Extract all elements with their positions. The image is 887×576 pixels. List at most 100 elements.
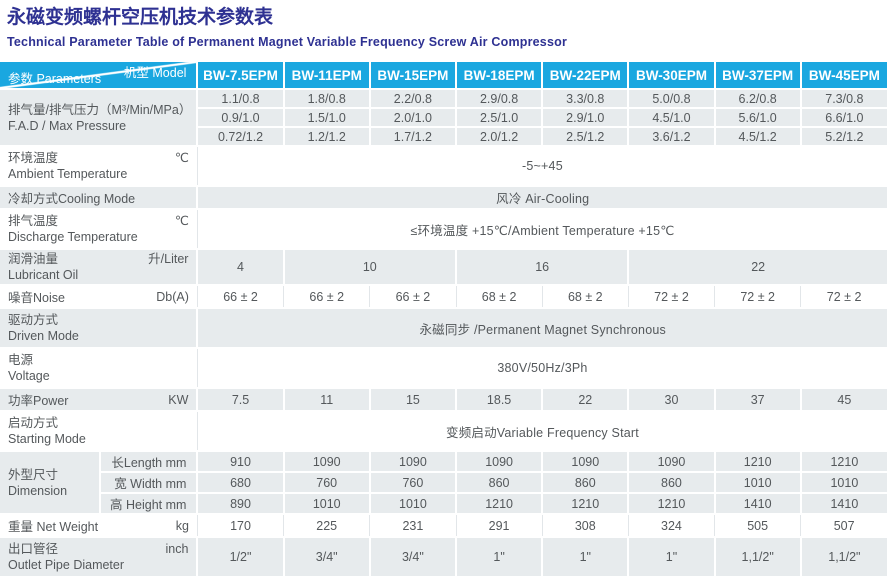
parameter-name-line: 噪音Noise Db(A) xyxy=(8,287,189,306)
value-cell: 22 xyxy=(541,387,629,411)
parameter-unit: Db(A) xyxy=(156,289,189,304)
value-cell: 1010 xyxy=(282,492,370,514)
value-cell: 231 xyxy=(369,513,456,537)
parameter-label-cell: 重量 Net Weight kg xyxy=(0,513,198,537)
parameter-name-zh: 排气温度 xyxy=(8,214,59,228)
value-cell: 66 ± 2 xyxy=(369,284,456,308)
value-cell: 72 ± 2 xyxy=(800,284,887,308)
value-cell: 2.5/1.0 xyxy=(454,107,543,127)
parameter-name-zh: 冷却方式Cooling Mode xyxy=(8,192,136,206)
value-cell: 1.5/1.0 xyxy=(282,107,370,127)
dimension-sublabel-cell: 宽 Width mm xyxy=(99,471,198,493)
value-cell: 72 ± 2 xyxy=(714,284,801,308)
corner-parameters-label: 参数 Parameters xyxy=(8,72,102,86)
value-cell: 1210 xyxy=(454,492,543,514)
parameter-name-en: Voltage xyxy=(8,369,50,383)
parameter-name-zh: 重量 Net Weight xyxy=(8,520,99,534)
table-row: 重量 Net Weight kg 170 225 231 291 308 324 505 507 xyxy=(0,513,887,537)
parameter-unit: KW xyxy=(168,392,189,407)
value-cell: 860 xyxy=(627,471,715,493)
value-cell: 1.7/1.2 xyxy=(368,126,456,146)
table-row: 环境温度 ℃ Ambient Temperature -5~+45 xyxy=(0,145,887,186)
table-row: 宽 Width mm 680 760 760 860 860 860 1010 1010 xyxy=(0,471,887,493)
value-cell: 1090 xyxy=(541,450,629,472)
value-cell: 18.5 xyxy=(454,387,543,411)
parameter-name-zh: 驱动方式 xyxy=(8,313,59,327)
value-cell: 4.5/1.0 xyxy=(627,107,715,127)
value-cell: 2.5/1.2 xyxy=(541,126,629,146)
value-cell: 324 xyxy=(627,513,715,537)
parameter-unit: ℃ xyxy=(174,151,189,165)
page-title: 永磁变频螺杆空压机技术参数表 xyxy=(7,7,274,28)
value-cell: 4 xyxy=(196,248,284,285)
value-cell: 30 xyxy=(627,387,715,411)
model-header-cell: BW-11EPM xyxy=(282,62,370,89)
parameter-name-zh: 电源 xyxy=(8,353,34,367)
value-cell: 1090 xyxy=(368,450,456,472)
dimension-sublabel-cell: 长Length mm xyxy=(99,450,198,472)
table-row: 噪音Noise Db(A) 66 ± 2 66 ± 2 66 ± 2 68 ± 2 68 ±… xyxy=(0,284,887,308)
model-header-cell: BW-18EPM xyxy=(454,62,543,89)
merged-value-cell: 风冷 Air-Cooling xyxy=(196,185,887,209)
value-cell: 1,1/2" xyxy=(799,536,887,576)
merged-value-cell: 变频启动Variable Frequency Start xyxy=(196,410,887,451)
table-row: 高 Height mm 890 1010 1010 1210 1210 1210 1410 14… xyxy=(0,492,887,514)
value-cell: 11 xyxy=(282,387,370,411)
parameter-name-zh: 噪音Noise xyxy=(8,291,65,305)
parameter-unit: 升/Liter xyxy=(148,252,189,266)
value-cell: 910 xyxy=(196,450,284,472)
value-cell: 1210 xyxy=(713,450,801,472)
merged-value-cell: ≤环境温度 +15℃/Ambient Temperature +15℃ xyxy=(196,208,887,249)
parameter-name-line: 排气量/排气压力（M³/Min/MPa） xyxy=(8,102,191,118)
value-cell: 308 xyxy=(541,513,629,537)
value-cell: 68 ± 2 xyxy=(541,284,629,308)
table-row: 电源 Voltage 380V/50Hz/3Ph xyxy=(0,347,887,388)
page-subtitle: Technical Parameter Table of Permanent M… xyxy=(7,35,568,49)
dimension-sublabel-cell: 高 Height mm xyxy=(99,492,198,514)
table-row: 驱动方式 Driven Mode 永磁同步 /Permanent Magnet Sy… xyxy=(0,307,887,348)
table-row: 0.72/1.2 1.2/1.2 1.7/1.2 2.0/1.2 2.5/1.2 3.6/… xyxy=(0,126,887,146)
value-cell: 1410 xyxy=(713,492,801,514)
value-cell: 225 xyxy=(283,513,370,537)
parameter-name-zh: 外型尺寸 xyxy=(8,467,59,482)
value-cell: 1.2/1.2 xyxy=(282,126,370,146)
parameter-name-zh: 润滑油量 xyxy=(8,252,59,266)
value-cell: 15 xyxy=(368,387,456,411)
value-cell: 1090 xyxy=(282,450,370,472)
merged-value-cell: 380V/50Hz/3Ph xyxy=(196,347,887,388)
model-header-cell: BW-30EPM xyxy=(627,62,715,89)
value-cell: 3/4" xyxy=(368,536,456,576)
value-cell: 7.5 xyxy=(196,387,284,411)
value-cell: 291 xyxy=(455,513,543,537)
value-cell: 72 ± 2 xyxy=(627,284,715,308)
value-cell: 1" xyxy=(541,536,629,576)
parameter-name-zh: 环境温度 xyxy=(8,151,59,165)
value-cell: 3/4" xyxy=(282,536,370,576)
value-cell: 68 ± 2 xyxy=(455,284,543,308)
parameter-name-zh: 启动方式 xyxy=(8,416,59,430)
parameter-name-line: 电源 xyxy=(8,352,189,368)
parameter-name-line: 驱动方式 xyxy=(8,312,188,328)
table-row: 启动方式 Starting Mode 变频启动Variable Frequency … xyxy=(0,410,887,451)
value-cell: 6.6/1.0 xyxy=(799,107,887,127)
table-row: 外型尺寸 Dimension 长Length mm 910 1090 1090 1090 10… xyxy=(0,450,887,514)
parameter-name-en: Outlet Pipe Diameter xyxy=(8,558,125,572)
value-cell: 5.2/1.2 xyxy=(799,126,887,146)
parameter-label-cell: 噪音Noise Db(A) xyxy=(0,284,198,308)
value-cell: 1210 xyxy=(799,450,887,472)
value-cell: 37 xyxy=(713,387,801,411)
value-cell: 1.8/0.8 xyxy=(282,88,370,108)
value-cell: 1,1/2" xyxy=(713,536,801,576)
value-cell: 2.0/1.2 xyxy=(454,126,543,146)
value-cell: 0.72/1.2 xyxy=(196,126,284,146)
value-cell: 5.6/1.0 xyxy=(713,107,801,127)
value-cell: 6.2/0.8 xyxy=(713,88,801,108)
value-cell: 1010 xyxy=(368,492,456,514)
table-row: 功率Power KW 7.5 11 15 18.5 22 30 37 45 xyxy=(0,387,887,411)
corner-model-label: 机型 Model xyxy=(123,66,187,80)
value-cell: 3.6/1.2 xyxy=(627,126,715,146)
table-row: 0.9/1.0 1.5/1.0 2.0/1.0 2.5/1.0 2.9/1.0 4.5/1… xyxy=(0,107,887,127)
parameter-unit: inch xyxy=(165,542,189,556)
value-cell: 1090 xyxy=(454,450,543,472)
parameter-name-line: 冷却方式Cooling Mode xyxy=(8,188,188,207)
